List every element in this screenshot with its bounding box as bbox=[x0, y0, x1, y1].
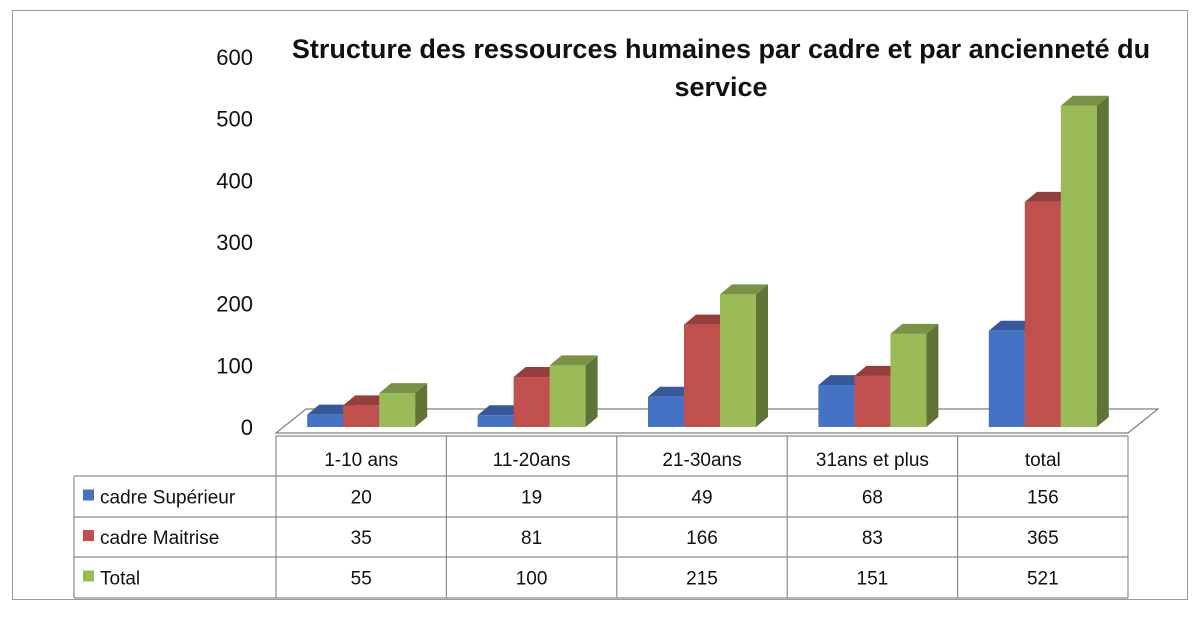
data-label: 100 bbox=[516, 569, 548, 590]
bar bbox=[818, 385, 855, 427]
category-label: 31ans et plus bbox=[816, 450, 929, 471]
bar-side bbox=[926, 323, 939, 427]
data-label: 19 bbox=[521, 488, 542, 509]
legend-label: Total bbox=[100, 569, 140, 590]
legend-key bbox=[83, 489, 94, 501]
legend-key bbox=[83, 530, 94, 541]
bar bbox=[1060, 105, 1097, 427]
data-label: 151 bbox=[857, 569, 889, 590]
bar bbox=[549, 365, 586, 427]
bar bbox=[1024, 201, 1061, 427]
bar bbox=[648, 396, 684, 427]
bar-side bbox=[585, 355, 598, 427]
bar-top bbox=[890, 323, 939, 334]
legend-label: cadre Supérieur bbox=[100, 488, 236, 509]
data-label: 166 bbox=[686, 528, 718, 549]
bar-top bbox=[549, 355, 598, 366]
data-label: 55 bbox=[351, 569, 372, 590]
y-tick-label: 300 bbox=[216, 230, 253, 255]
y-tick-label: 200 bbox=[216, 292, 253, 317]
bar bbox=[684, 324, 720, 427]
bar-top bbox=[379, 383, 428, 394]
y-tick-label: 0 bbox=[241, 415, 253, 440]
bar bbox=[343, 405, 380, 427]
data-label: 35 bbox=[351, 528, 372, 549]
y-tick-label: 100 bbox=[216, 353, 253, 378]
bar-top bbox=[1060, 95, 1109, 106]
data-label: 20 bbox=[351, 488, 372, 509]
data-label: 83 bbox=[862, 528, 883, 549]
bar bbox=[477, 415, 514, 427]
data-label: 81 bbox=[521, 528, 542, 549]
legend-label: cadre Maitrise bbox=[100, 528, 219, 549]
y-tick-label: 500 bbox=[216, 107, 253, 132]
data-label: 68 bbox=[862, 488, 883, 509]
bar bbox=[720, 294, 756, 427]
bar-side bbox=[415, 383, 428, 427]
legend-key bbox=[83, 570, 94, 582]
data-label: 49 bbox=[691, 488, 712, 509]
chart-frame bbox=[12, 10, 1188, 600]
y-tick-label: 400 bbox=[216, 168, 253, 193]
data-label: 365 bbox=[1027, 528, 1059, 549]
bar bbox=[379, 393, 416, 427]
category-label: 11-20ans bbox=[493, 450, 571, 471]
bar-side bbox=[1096, 95, 1109, 427]
data-label: 215 bbox=[686, 569, 718, 590]
bar bbox=[307, 414, 344, 427]
bar bbox=[890, 333, 927, 427]
category-label: total bbox=[1025, 450, 1061, 471]
chart-title: Structure des ressources humaines par ca… bbox=[291, 34, 1151, 102]
category-label: 21-30ans bbox=[662, 450, 741, 471]
category-label: 1-10 ans bbox=[324, 450, 398, 471]
bar bbox=[988, 330, 1025, 427]
bar bbox=[854, 375, 891, 427]
data-label: 156 bbox=[1027, 488, 1059, 509]
bar-top bbox=[720, 284, 768, 295]
bar-side bbox=[756, 284, 768, 427]
data-label: 521 bbox=[1027, 569, 1059, 590]
bar bbox=[513, 377, 550, 427]
y-tick-label: 600 bbox=[216, 45, 253, 70]
